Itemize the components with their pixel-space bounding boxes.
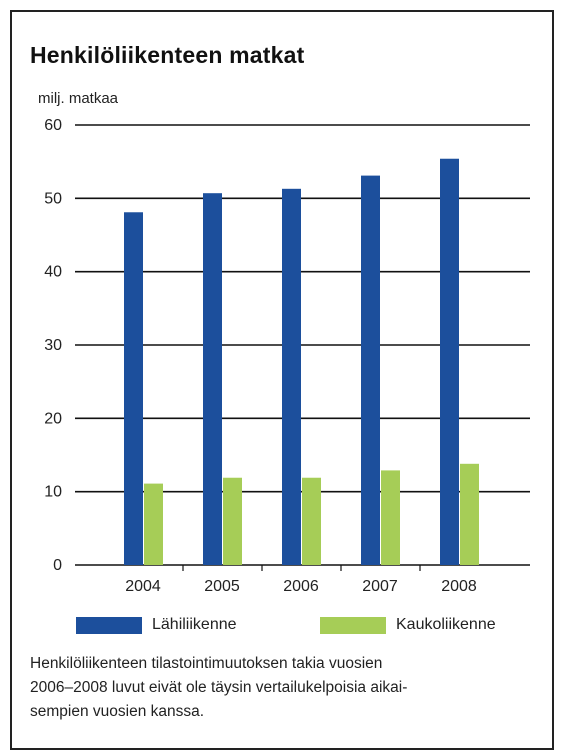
y-tick-label-0: 0: [53, 557, 62, 574]
bar-l-hiliikenne-2006: [282, 188, 301, 566]
x-tick-label-2005: 2005: [204, 578, 240, 595]
footnote-line-1: Henkilöliikenteen tilastointimuutoksen t…: [30, 655, 383, 672]
bar-l-hiliikenne-2008: [440, 158, 459, 565]
x-tick-label-2004: 2004: [125, 578, 161, 595]
bar-kaukoliikenne-2004: [144, 483, 163, 565]
chart-title: Henkilöliikenteen matkat: [30, 42, 305, 68]
x-tick-label-2008: 2008: [441, 578, 477, 595]
x-tick-label-2007: 2007: [362, 578, 398, 595]
y-tick-label-20: 20: [44, 410, 62, 427]
bar-l-hiliikenne-2005: [203, 193, 222, 565]
bar-kaukoliikenne-2006: [302, 477, 321, 565]
legend-swatch-lahiliikenne: [76, 617, 142, 634]
bar-kaukoliikenne-2008: [460, 463, 479, 565]
y-tick-label-60: 60: [44, 117, 62, 134]
bar-l-hiliikenne-2004: [124, 212, 143, 565]
bar-kaukoliikenne-2007: [381, 470, 400, 565]
y-tick-label-10: 10: [44, 484, 62, 501]
bar-chart: 0 10 20 30 40 50 60 2004 2005 2006 2007 2008: [44, 117, 530, 595]
footnote: Henkilöliikenteen tilastointimuutoksen t…: [30, 652, 550, 724]
y-tick-label-40: 40: [44, 264, 62, 281]
x-tick-label-2006: 2006: [283, 578, 319, 595]
y-tick-label-30: 30: [44, 337, 62, 354]
legend-swatch-kaukoliikenne: [320, 617, 386, 634]
legend-label-lahiliikenne: Lähiliikenne: [152, 616, 237, 633]
y-axis-unit-label: milj. matkaa: [38, 90, 119, 107]
bar-l-hiliikenne-2007: [361, 175, 380, 565]
footnote-line-3: sempien vuosien kanssa.: [30, 703, 205, 720]
legend-label-kaukoliikenne: Kaukoliikenne: [396, 616, 496, 633]
bar-kaukoliikenne-2005: [223, 477, 242, 565]
footnote-line-2: 2006–2008 luvut eivät ole täysin vertail…: [30, 679, 408, 696]
y-tick-label-50: 50: [44, 190, 62, 207]
